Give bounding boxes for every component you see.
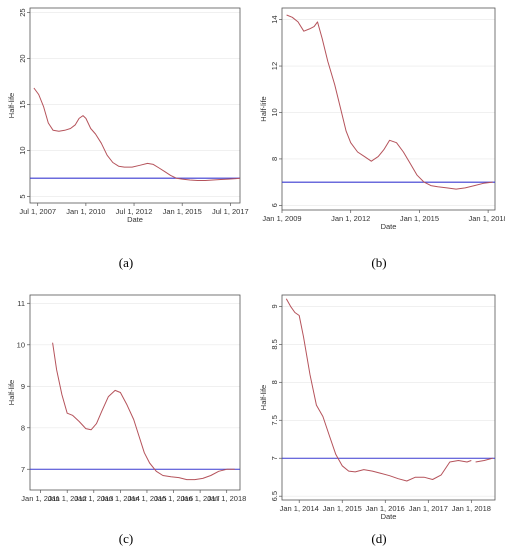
y-tick-label-b-3: 12 [270, 62, 279, 70]
y-tick-label-d-3: 8 [270, 380, 279, 384]
panel-a: 5 10 15 20 25 Jul 1, 2007 Jan 1, 2010 Jul 1, 20… [0, 0, 252, 275]
caption-c: (c) [118, 531, 134, 546]
y-axis-title-d: Half-life [259, 385, 268, 410]
y-tick-label-d-5: 9 [270, 304, 279, 308]
y-tick-label-a-3: 20 [18, 54, 27, 62]
y-axis-title-c: Half-life [7, 380, 16, 405]
x-axis-title-a: Date [127, 215, 143, 224]
x-tick-label-d-2: Jan 1, 2016 [366, 504, 405, 513]
y-tick-label-a-1: 10 [18, 146, 27, 154]
y-tick-label-d-1: 7 [270, 456, 279, 460]
panel-b: 6 8 10 12 14 Jan 1, 2009 Jan 1, 2012 Jan 1, 201… [252, 0, 505, 275]
y-tick-label-b-4: 14 [270, 15, 279, 23]
x-tick-label-b-2: Jan 1, 2015 [400, 214, 439, 223]
chart-a: 5 10 15 20 25 Jul 1, 2007 Jan 1, 2010 Jul 1, 20… [7, 7, 249, 224]
y-tick-label-c-3: 10 [17, 340, 25, 349]
x-tick-label-a-1: Jan 1, 2010 [66, 207, 105, 216]
x-tick-label-c-7: Jan 1, 2018 [207, 494, 246, 503]
x-tick-label-b-3: Jan 1, 2018 [469, 214, 505, 223]
plot-frame-c [29, 294, 241, 491]
y-tick-label-a-4: 25 [18, 8, 27, 16]
y-axis-title-b: Half-life [259, 96, 268, 121]
series-line-b-0 [286, 14, 493, 190]
x-tick-label-c-4: Jan 1, 2015 [127, 494, 166, 503]
y-axis-title-a: Half-life [7, 93, 16, 118]
series-line-d-1 [475, 457, 493, 463]
x-tick-label-a-3: Jan 1, 2015 [163, 207, 202, 216]
x-tick-label-a-4: Jul 1, 2017 [212, 207, 249, 216]
plot-frame-d [281, 294, 496, 501]
x-tick-label-c-6: Jan 1, 2017 [181, 494, 220, 503]
y-tick-label-b-0: 6 [270, 203, 279, 207]
x-axis-title-b: Date [381, 222, 397, 231]
x-tick-label-d-0: Jan 1, 2014 [280, 504, 319, 513]
x-tick-label-c-0: Jan 1, 2011 [21, 494, 60, 503]
y-tick-label-b-2: 10 [270, 108, 279, 116]
series-line-d-0 [285, 298, 472, 482]
y-tick-label-c-1: 8 [21, 423, 25, 432]
x-axis-title-d: Date [381, 512, 397, 521]
y-tick-label-a-0: 5 [18, 194, 27, 198]
chart-b: 6 8 10 12 14 Jan 1, 2009 Jan 1, 2012 Jan 1, 201… [259, 7, 505, 231]
x-tick-label-d-3: Jan 1, 2017 [409, 504, 448, 513]
y-tick-label-a-2: 15 [18, 100, 27, 108]
panel-d: 6.5 7 7.5 8 8.5 9 Jan 1, 2014 Jan 1, 2015 Jan 1,… [252, 275, 505, 550]
plot-frame-a [29, 7, 241, 204]
x-tick-label-c-1: Jan 1, 2012 [48, 494, 87, 503]
panel-c: 7 8 9 10 11 Jan 1, 2011 Jan 1, 2012 Jan 1, 2013… [0, 275, 252, 550]
x-tick-label-d-1: Jan 1, 2015 [323, 504, 362, 513]
x-tick-label-b-1: Jan 1, 2012 [331, 214, 370, 223]
x-tick-label-a-0: Jul 1, 2007 [19, 207, 56, 216]
y-tick-label-c-0: 7 [21, 465, 25, 474]
plot-frame-b [281, 7, 496, 211]
series-line-a-0 [33, 87, 241, 181]
x-tick-label-b-0: Jan 1, 2009 [262, 214, 301, 223]
y-tick-label-c-4: 11 [17, 299, 25, 308]
y-tick-label-d-0: 6.5 [270, 491, 279, 501]
y-tick-label-b-1: 8 [270, 157, 279, 161]
x-tick-label-c-5: Jan 1, 2016 [154, 494, 193, 503]
y-tick-label-d-2: 7.5 [270, 415, 279, 425]
x-tick-label-a-2: Jul 1, 2012 [116, 207, 153, 216]
chart-d: 6.5 7 7.5 8 8.5 9 Jan 1, 2014 Jan 1, 2015 Jan 1,… [259, 294, 496, 521]
y-tick-label-c-2: 9 [21, 382, 25, 391]
x-tick-label-c-3: Jan 1, 2014 [101, 494, 140, 503]
x-tick-label-c-2: Jan 1, 2013 [74, 494, 113, 503]
x-tick-label-d-4: Jan 1, 2018 [452, 504, 491, 513]
caption-a: (a) [118, 255, 134, 270]
y-tick-label-d-4: 8.5 [270, 339, 279, 349]
series-line-c-0 [52, 342, 235, 481]
caption-d: (d) [371, 531, 387, 546]
caption-b: (b) [371, 255, 387, 270]
